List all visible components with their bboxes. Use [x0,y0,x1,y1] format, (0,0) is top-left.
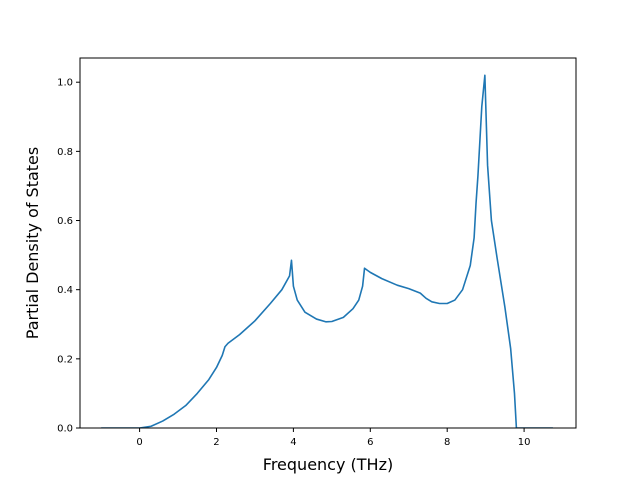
x-tick-label: 2 [213,437,219,448]
x-tick-label: 6 [367,437,373,448]
y-tick-label: 0.0 [57,424,73,435]
x-tick-label: 0 [136,437,142,448]
y-tick-label: 0.2 [57,354,73,365]
y-tick-label: 0.4 [57,285,73,296]
y-tick-label: 0.6 [57,216,73,227]
series-line-0 [101,74,553,428]
x-tick-label: 10 [518,437,531,448]
y-tick-label: 0.8 [57,147,73,158]
x-axis-label: Frequency (THz) [263,455,393,474]
y-axis-label: Partial Density of States [23,147,42,339]
x-tick-label: 8 [444,437,450,448]
x-tick-label: 4 [290,437,296,448]
axes-frame [79,57,577,429]
y-tick-label: 1.0 [57,78,73,89]
